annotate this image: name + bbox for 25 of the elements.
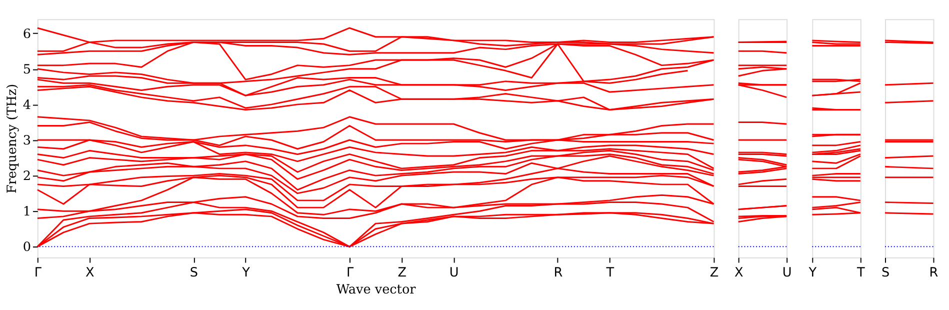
x-tick-label: Y	[241, 266, 250, 281]
x-tick-label: Z	[398, 266, 407, 281]
y-tick-label: 2	[22, 168, 32, 184]
x-tick-label: U	[782, 266, 792, 281]
x-tick-label: T	[605, 266, 614, 281]
x-tick-label: Y	[808, 266, 817, 281]
y-axis-title: Frequency (THz)	[4, 84, 20, 194]
x-tick-label: R	[554, 266, 563, 281]
x-tick-label: T	[856, 266, 865, 281]
y-tick-label: 1	[22, 204, 32, 220]
y-tick-label: 5	[22, 62, 32, 78]
x-axis-title: Wave vector	[336, 282, 417, 298]
y-tick-label: 4	[22, 98, 32, 113]
y-tick-label: 3	[22, 133, 32, 148]
x-tick-label: X	[734, 266, 744, 281]
x-tick-label: U	[449, 266, 459, 281]
y-tick-label: 6	[22, 26, 32, 42]
x-tick-label: Γ	[34, 266, 42, 281]
x-tick-label: R	[929, 266, 938, 281]
x-tick-label: Z	[710, 266, 719, 281]
y-tick-label: 0	[22, 240, 32, 256]
x-tick-label: S	[190, 266, 198, 281]
x-tick-label: Γ	[346, 266, 354, 281]
x-tick-label: S	[881, 266, 890, 281]
x-tick-label: X	[86, 266, 95, 281]
